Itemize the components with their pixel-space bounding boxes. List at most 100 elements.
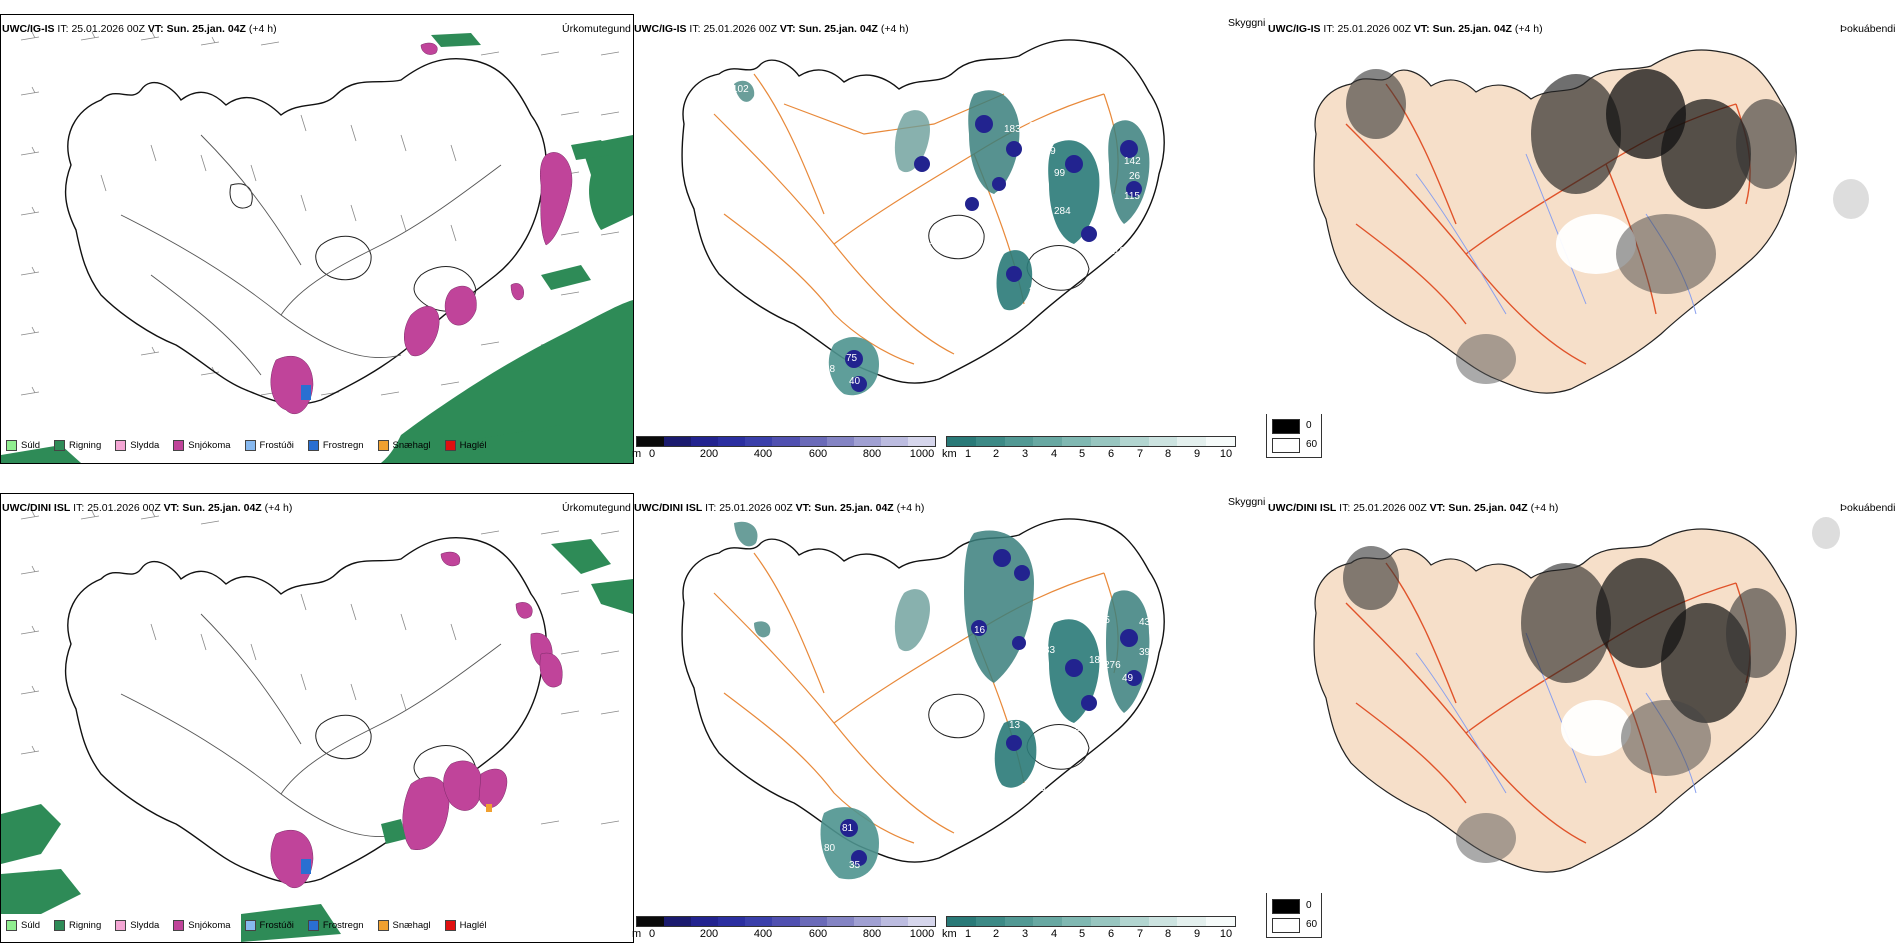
colorbar-segment — [1177, 437, 1207, 446]
vt-value: Sun. 25.jan. 04Z — [182, 502, 262, 514]
ceiling-label: 14 — [950, 264, 962, 275]
colorbar-segment — [1148, 917, 1178, 926]
row2-fog-header: UWC/DINI ISL IT: 25.01.2026 00Z VT: Sun.… — [1268, 502, 1558, 514]
colorbar-segment — [907, 437, 936, 446]
colorbar-segment — [947, 437, 976, 446]
ceiling-label: 16 — [974, 625, 986, 636]
ceiling-label: 85 — [1114, 274, 1126, 285]
visibility-panel-row2: 152 163 115 43 16 33 182 276 77 13 27 18… — [634, 493, 1264, 913]
model-name: UWC/DINI ISL — [2, 502, 71, 514]
fog-legend-top: 0 — [1306, 900, 1312, 911]
colorbar-segment — [853, 917, 881, 926]
ceiling-label: 339 — [1074, 64, 1091, 75]
vt-value: Sun. 25.jan. 04Z — [1432, 23, 1512, 35]
fog-areas — [1343, 517, 1840, 863]
lead-time: (+4 h) — [1514, 23, 1543, 35]
legend-item: Rigning — [54, 920, 101, 931]
legend-item: Slydda — [115, 440, 159, 451]
colorbar-segment — [1062, 917, 1091, 926]
legend-label: Haglél — [459, 440, 487, 451]
colorbar-segment — [772, 917, 800, 926]
wind-barbs — [20, 31, 620, 396]
vt-value: Sun. 25.jan. 04Z — [798, 23, 878, 35]
legend-swatch — [115, 920, 127, 931]
it-label: IT: — [1339, 502, 1351, 514]
ceiling-label: 27 — [1074, 723, 1086, 734]
ceiling-label: 102 — [732, 84, 749, 95]
colorbar-segment — [1148, 437, 1178, 446]
colorbar-segment — [745, 917, 773, 926]
colorbar-ticks: km 1 2 3 4 5 6 7 8 9 10 — [942, 928, 1236, 942]
ceiling-label: 39 — [1139, 647, 1151, 658]
vt-value: Sun. 25.jan. 04Z — [1448, 502, 1528, 514]
legend-item: Haglél — [444, 920, 487, 931]
colorbar-strip — [946, 436, 1236, 447]
colorbar-segment — [1119, 917, 1149, 926]
fog-areas — [1346, 69, 1869, 384]
ceiling-label: 152 — [1072, 565, 1089, 576]
it-value: 25.01.2026 00Z — [719, 502, 793, 514]
vt-label: VT: — [795, 502, 812, 514]
colorbar-segment — [1033, 437, 1063, 446]
colorbar-tick: 5 — [1078, 928, 1086, 940]
fog-legend-top: 0 — [1306, 420, 1312, 431]
colorbar-tick: 400 — [753, 448, 773, 460]
colorbar-segment — [718, 917, 746, 926]
ceiling-label: 212 — [1029, 286, 1046, 297]
colorbar-tick: 7 — [1136, 448, 1144, 460]
colorbar-tick: 6 — [1107, 928, 1115, 940]
colorbar-tick: 2 — [992, 928, 1000, 940]
colorbar-tick: 800 — [862, 448, 882, 460]
colorbar-tick: 8 — [1164, 928, 1172, 940]
model-name: UWC/IG-IS — [1268, 23, 1321, 35]
visibility-panel-title: Skyggni — [1228, 17, 1266, 29]
colorbar-tick: 1 — [964, 928, 972, 940]
legend-swatch — [307, 440, 319, 451]
model-name: UWC/IG-IS — [634, 23, 687, 35]
wind-barbs — [20, 510, 620, 875]
ceiling-label: 80 — [824, 843, 836, 854]
ceiling-label: 11 — [1006, 216, 1017, 227]
colorbar-segment — [853, 437, 881, 446]
ceiling-label: 284 — [1054, 206, 1071, 217]
ceiling-label: 25 — [1006, 196, 1018, 207]
colorbar-tick: 0 — [648, 928, 656, 940]
precip-panel-title: Úrkomutegund — [562, 502, 631, 514]
row1-fog-header: UWC/IG-IS IT: 25.01.2026 00Z VT: Sun. 25… — [1268, 23, 1543, 35]
colorbar-segment — [880, 917, 908, 926]
it-value: 25.01.2026 00Z — [1337, 23, 1411, 35]
colorbar-tick: 1 — [964, 448, 972, 460]
fog-panel-row1 — [1266, 14, 1900, 414]
colorbar-segment — [1206, 917, 1235, 926]
row1-visibility-header: UWC/IG-IS IT: 25.01.2026 00Z VT: Sun. 25… — [634, 23, 909, 35]
colorbar-segment — [637, 917, 665, 926]
legend-swatch — [6, 440, 17, 451]
ceiling-label: 180 — [1064, 737, 1081, 748]
legend-swatch — [115, 440, 127, 451]
it-value: 25.01.2026 00Z — [71, 23, 145, 35]
colorbar-segment — [718, 437, 746, 446]
precip-map-row1 — [1, 31, 633, 463]
precip-panel-row2 — [0, 493, 634, 943]
vt-label: VT: — [147, 23, 164, 35]
vt-label: VT: — [779, 23, 796, 35]
visibility-panel-row1: 102 339 183 27 209 99 118 25 284 11 84 1… — [634, 14, 1264, 434]
ceiling-label: 35 — [849, 860, 861, 871]
colorbar-segment — [1004, 437, 1034, 446]
legend-swatch — [54, 920, 66, 931]
legend-swatch — [377, 920, 389, 931]
legend-item: Haglél — [444, 440, 487, 451]
legend-label: Slydda — [130, 440, 160, 451]
colorbar-tick: 800 — [862, 928, 882, 940]
legend-label: Snæhagl — [392, 440, 431, 451]
model-name: UWC/DINI ISL — [634, 502, 703, 514]
glacier-outline — [229, 183, 477, 312]
legend-item: Snjókoma — [173, 920, 231, 931]
ceiling-label: 163 — [1089, 577, 1106, 588]
legend-item: Snjókoma — [173, 440, 231, 451]
colorbar-segment — [880, 437, 908, 446]
ceiling-label: 116 — [1109, 246, 1125, 257]
visibility-panel-title: Skyggni — [1228, 496, 1266, 508]
fog-panel-title: Þokuábendi — [1840, 502, 1896, 514]
colorbar-tick: 9 — [1193, 448, 1201, 460]
